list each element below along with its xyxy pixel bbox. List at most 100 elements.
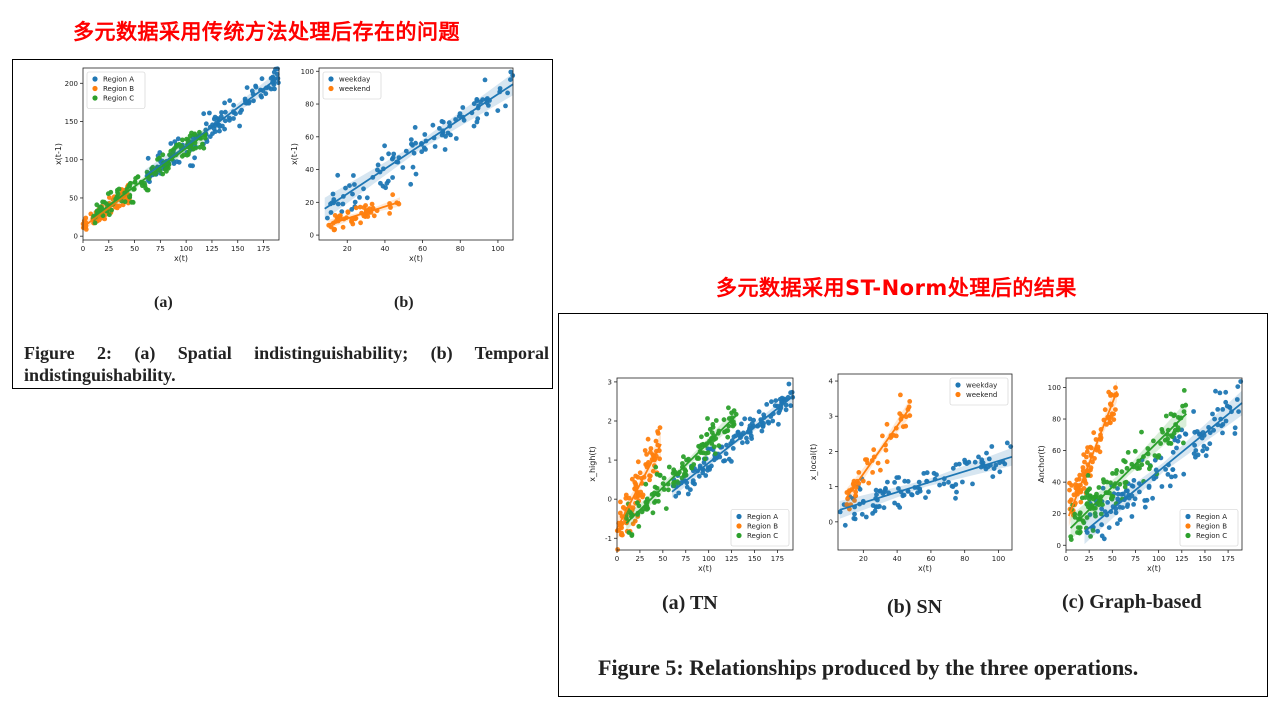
point-weekday [430,122,436,128]
point-region-c [150,164,156,170]
point-weekday [986,456,992,462]
point-region-c [1114,468,1120,473]
point-region-a [783,407,789,413]
point-region-b [1111,411,1116,417]
legend-label: Region A [747,513,778,521]
x-tick-label: 40 [380,245,389,253]
point-region-c [1139,462,1145,468]
point-weekend [369,201,375,207]
point-weekday [926,489,931,495]
y-tick-label: 0 [608,496,612,504]
plot-frame [1065,377,1243,551]
point-region-a [1227,404,1232,410]
point-region-a [203,121,209,127]
point-region-a [1215,407,1221,412]
point-region-b [633,481,638,487]
point-region-a [253,84,259,90]
point-region-a [1115,486,1120,491]
point-region-a [740,440,745,446]
point-region-b [648,446,654,451]
point-region-b [1106,416,1112,422]
point-region-a [272,86,277,92]
point-region-a [700,470,706,476]
point-weekday [375,167,380,173]
point-region-a [701,460,707,465]
x-tick-label: 125 [1175,555,1188,563]
point-region-c [680,461,685,466]
point-region-a [1131,502,1136,507]
legend-box [949,377,1009,406]
legend-label: Region C [103,95,134,103]
point-region-a [1115,491,1121,497]
point-region-a [1129,514,1135,519]
point-weekday [382,143,387,149]
point-region-b [1080,468,1086,474]
y-tick-label: 0 [74,233,78,241]
point-region-b [648,449,653,455]
point-region-a [1223,389,1229,395]
point-region-b [642,448,648,453]
point-weekday [916,479,922,485]
point-region-b [1084,454,1089,460]
point-weekday [328,210,334,215]
point-weekday [852,516,858,522]
chart-fig2a: 0 25 50 75 100 125 150 175 0 50 100 150 200 x(t) x(t-1… [54,66,281,263]
point-weekday [422,132,428,137]
point-weekday [410,164,416,170]
fit-line-region-c [92,132,208,218]
y-tick-label: 0 [829,518,833,526]
point-region-a [1132,496,1138,502]
point-region-c [1125,450,1131,455]
fit-line-region-a [144,76,280,178]
chart-fig2b: 20 40 60 80 100 0 20 40 60 80 100 x(t) x(t-1) weekday… [290,67,516,263]
point-region-a [213,129,218,134]
point-region-b [635,459,641,465]
point-region-c [201,145,207,151]
point-region-c [1168,411,1174,417]
point-region-c [160,152,166,158]
point-region-c [1180,403,1185,409]
point-weekend [388,205,393,210]
legend-label: weekend [966,391,997,399]
point-region-c [653,464,659,470]
y-tick-label: 60 [1052,447,1061,455]
y-tick-label: -1 [605,535,612,543]
point-region-c [711,444,717,450]
fit-line-region-b [82,191,130,228]
point-weekend [390,192,396,198]
point-region-a [1223,399,1229,405]
point-weekday [351,173,356,178]
point-region-a [271,82,277,87]
point-region-a [1159,484,1165,489]
plot-frame [318,67,514,241]
point-weekday [432,144,438,149]
point-weekday [474,119,480,125]
point-region-a [1165,472,1171,477]
point-weekend [387,211,392,216]
point-region-c [672,479,677,485]
point-weekend [907,413,913,418]
point-region-b [620,505,626,510]
point-region-c [628,511,634,516]
point-weekday [892,500,897,506]
point-region-b [630,521,636,527]
point-weekday [408,181,414,187]
point-weekday [437,126,442,131]
point-weekday [375,162,381,168]
point-region-a [705,467,710,473]
point-weekday [379,156,385,162]
point-weekday [905,479,911,484]
point-region-b [1078,489,1084,495]
point-region-b [647,477,652,483]
point-region-a [764,402,770,407]
figure5-panel: 0 25 50 75 100 125 150 175 -1 0 1 2 3 x(t) x_high(t) Re… [558,313,1268,697]
point-region-b [619,530,624,536]
point-region-b [657,425,663,431]
point-region-c [197,144,203,150]
y-tick-label: 100 [301,68,314,76]
point-region-c [1139,429,1144,435]
point-region-c [1090,528,1096,533]
point-region-a [751,417,756,423]
point-weekday [352,182,357,187]
point-weekday [931,470,937,476]
